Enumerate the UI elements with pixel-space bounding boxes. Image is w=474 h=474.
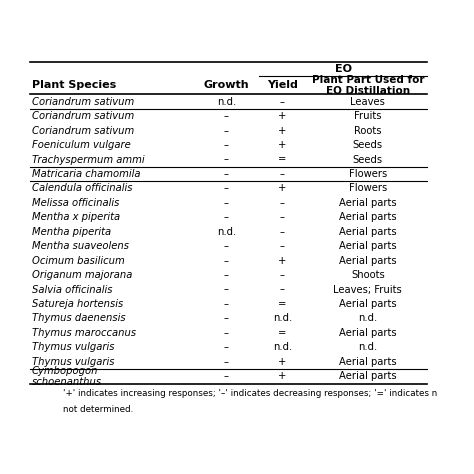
Text: n.d.: n.d. bbox=[358, 342, 377, 352]
Text: Thymus maroccanus: Thymus maroccanus bbox=[32, 328, 136, 338]
Text: Trachyspermum ammi: Trachyspermum ammi bbox=[32, 155, 144, 164]
Text: –: – bbox=[224, 255, 229, 266]
Text: n.d.: n.d. bbox=[273, 313, 292, 323]
Text: –: – bbox=[280, 241, 285, 251]
Text: –: – bbox=[224, 155, 229, 164]
Text: n.d.: n.d. bbox=[217, 97, 236, 107]
Text: +: + bbox=[278, 183, 287, 193]
Text: =: = bbox=[278, 328, 287, 338]
Text: Salvia officinalis: Salvia officinalis bbox=[32, 284, 112, 295]
Text: Aerial parts: Aerial parts bbox=[339, 198, 397, 208]
Text: +: + bbox=[278, 255, 287, 266]
Text: Cymbopogon
schoenanthus: Cymbopogon schoenanthus bbox=[32, 365, 102, 387]
Text: Coriandrum sativum: Coriandrum sativum bbox=[32, 111, 134, 121]
Text: Origanum majorana: Origanum majorana bbox=[32, 270, 132, 280]
Text: –: – bbox=[280, 227, 285, 237]
Text: Aerial parts: Aerial parts bbox=[339, 212, 397, 222]
Text: –: – bbox=[280, 284, 285, 295]
Text: –: – bbox=[280, 212, 285, 222]
Text: Aerial parts: Aerial parts bbox=[339, 241, 397, 251]
Text: Fruits: Fruits bbox=[354, 111, 382, 121]
Text: Plant Species: Plant Species bbox=[32, 81, 116, 91]
Text: –: – bbox=[280, 270, 285, 280]
Text: Leaves: Leaves bbox=[350, 97, 385, 107]
Text: –: – bbox=[224, 241, 229, 251]
Text: –: – bbox=[280, 198, 285, 208]
Text: Plant Part Used for
EO Distillation: Plant Part Used for EO Distillation bbox=[311, 74, 424, 96]
Text: n.d.: n.d. bbox=[273, 342, 292, 352]
Text: Shoots: Shoots bbox=[351, 270, 385, 280]
Text: Aerial parts: Aerial parts bbox=[339, 255, 397, 266]
Text: Mentha suaveolens: Mentha suaveolens bbox=[32, 241, 129, 251]
Text: Thymus daenensis: Thymus daenensis bbox=[32, 313, 125, 323]
Text: –: – bbox=[224, 198, 229, 208]
Text: Melissa officinalis: Melissa officinalis bbox=[32, 198, 119, 208]
Text: Thymus vulgaris: Thymus vulgaris bbox=[32, 342, 114, 352]
Text: n.d.: n.d. bbox=[217, 227, 236, 237]
Text: –: – bbox=[224, 270, 229, 280]
Text: Yield: Yield bbox=[267, 81, 298, 91]
Text: –: – bbox=[224, 284, 229, 295]
Text: –: – bbox=[224, 313, 229, 323]
Text: Satureja hortensis: Satureja hortensis bbox=[32, 299, 123, 309]
Text: Aerial parts: Aerial parts bbox=[339, 328, 397, 338]
Text: Matricaria chamomila: Matricaria chamomila bbox=[32, 169, 140, 179]
Text: +: + bbox=[278, 140, 287, 150]
Text: Growth: Growth bbox=[203, 81, 249, 91]
Text: Thymus vulgaris: Thymus vulgaris bbox=[32, 357, 114, 367]
Text: –: – bbox=[280, 169, 285, 179]
Text: –: – bbox=[224, 169, 229, 179]
Text: EO: EO bbox=[335, 64, 352, 74]
Text: Seeds: Seeds bbox=[353, 140, 383, 150]
Text: –: – bbox=[224, 126, 229, 136]
Text: Mentha piperita: Mentha piperita bbox=[32, 227, 111, 237]
Text: Aerial parts: Aerial parts bbox=[339, 299, 397, 309]
Text: Aerial parts: Aerial parts bbox=[339, 227, 397, 237]
Text: –: – bbox=[224, 342, 229, 352]
Text: Flowers: Flowers bbox=[349, 169, 387, 179]
Text: –: – bbox=[224, 371, 229, 381]
Text: –: – bbox=[224, 183, 229, 193]
Text: Coriandrum sativum: Coriandrum sativum bbox=[32, 97, 134, 107]
Text: –: – bbox=[224, 212, 229, 222]
Text: +: + bbox=[278, 126, 287, 136]
Text: Roots: Roots bbox=[354, 126, 382, 136]
Text: –: – bbox=[224, 140, 229, 150]
Text: +: + bbox=[278, 371, 287, 381]
Text: Ocimum basilicum: Ocimum basilicum bbox=[32, 255, 125, 266]
Text: n.d.: n.d. bbox=[358, 313, 377, 323]
Text: –: – bbox=[224, 328, 229, 338]
Text: –: – bbox=[224, 299, 229, 309]
Text: Aerial parts: Aerial parts bbox=[339, 357, 397, 367]
Text: '+' indicates increasing responses; '–' indicates decreasing responses; '=' indi: '+' indicates increasing responses; '–' … bbox=[63, 389, 437, 398]
Text: –: – bbox=[224, 111, 229, 121]
Text: not determined.: not determined. bbox=[63, 405, 133, 414]
Text: Mentha x piperita: Mentha x piperita bbox=[32, 212, 120, 222]
Text: Leaves; Fruits: Leaves; Fruits bbox=[333, 284, 402, 295]
Text: –: – bbox=[224, 357, 229, 367]
Text: Flowers: Flowers bbox=[349, 183, 387, 193]
Text: +: + bbox=[278, 357, 287, 367]
Text: Calendula officinalis: Calendula officinalis bbox=[32, 183, 132, 193]
Text: =: = bbox=[278, 155, 287, 164]
Text: –: – bbox=[280, 97, 285, 107]
Text: Coriandrum sativum: Coriandrum sativum bbox=[32, 126, 134, 136]
Text: =: = bbox=[278, 299, 287, 309]
Text: Seeds: Seeds bbox=[353, 155, 383, 164]
Text: +: + bbox=[278, 111, 287, 121]
Text: Foeniculum vulgare: Foeniculum vulgare bbox=[32, 140, 130, 150]
Text: Aerial parts: Aerial parts bbox=[339, 371, 397, 381]
